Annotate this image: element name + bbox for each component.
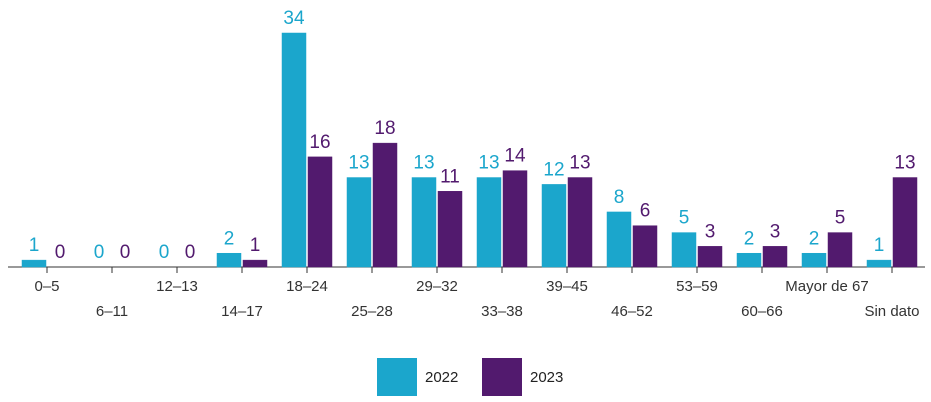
value-label: 0 bbox=[94, 242, 105, 263]
bar bbox=[632, 225, 658, 268]
bar bbox=[866, 259, 892, 268]
value-label: 13 bbox=[348, 153, 369, 174]
legend-swatch bbox=[482, 358, 522, 396]
bar bbox=[801, 252, 827, 268]
value-label: 0 bbox=[159, 242, 170, 263]
bar bbox=[242, 259, 268, 268]
bar bbox=[281, 32, 307, 268]
bar bbox=[307, 156, 333, 268]
x-tick-label: 60–66 bbox=[741, 303, 783, 320]
bar bbox=[216, 252, 242, 268]
legend-label: 2022 bbox=[425, 369, 458, 386]
value-label: 2 bbox=[744, 228, 755, 249]
value-label: 34 bbox=[283, 8, 305, 29]
value-label: 0 bbox=[185, 242, 196, 263]
x-tick-label: 14–17 bbox=[221, 303, 263, 320]
value-label: 13 bbox=[894, 153, 915, 174]
value-label: 6 bbox=[640, 201, 651, 222]
bar bbox=[411, 177, 437, 268]
bar bbox=[892, 177, 918, 268]
x-tick-label: 53–59 bbox=[676, 278, 718, 295]
x-tick-label: 46–52 bbox=[611, 303, 653, 320]
value-label: 14 bbox=[504, 146, 526, 167]
value-label: 16 bbox=[309, 132, 330, 153]
bar bbox=[541, 184, 567, 268]
value-label: 2 bbox=[809, 228, 820, 249]
bar bbox=[372, 142, 398, 268]
bar bbox=[827, 232, 853, 268]
value-label: 1 bbox=[874, 235, 885, 256]
value-label: 3 bbox=[705, 221, 716, 242]
value-label: 13 bbox=[413, 153, 434, 174]
value-label: 3 bbox=[770, 221, 781, 242]
bar bbox=[671, 232, 697, 268]
bar bbox=[736, 252, 762, 268]
value-label: 1 bbox=[29, 235, 40, 256]
value-label: 0 bbox=[55, 242, 66, 263]
x-tick-label: 39–45 bbox=[546, 278, 588, 295]
bar bbox=[346, 177, 372, 268]
bar bbox=[21, 259, 47, 268]
value-label: 0 bbox=[120, 242, 131, 263]
legend-swatch bbox=[377, 358, 417, 396]
value-label: 13 bbox=[569, 153, 590, 174]
x-tick-label: 29–32 bbox=[416, 278, 458, 295]
x-tick-label: 6–11 bbox=[96, 303, 128, 320]
value-label: 18 bbox=[374, 118, 395, 139]
bar bbox=[437, 191, 463, 268]
value-label: 8 bbox=[614, 187, 625, 208]
x-tick-label: Mayor de 67 bbox=[785, 278, 868, 295]
value-label: 5 bbox=[679, 208, 690, 229]
value-label: 13 bbox=[478, 153, 499, 174]
x-tick-label: 0–5 bbox=[34, 278, 59, 295]
bar bbox=[476, 177, 502, 268]
x-tick-label: 25–28 bbox=[351, 303, 393, 320]
bar bbox=[606, 211, 632, 268]
bar bbox=[502, 170, 528, 268]
x-tick-label: Sin dato bbox=[864, 303, 919, 320]
value-label: 5 bbox=[835, 208, 846, 229]
bar bbox=[567, 177, 593, 268]
legend-label: 2023 bbox=[530, 369, 563, 386]
bar bbox=[762, 246, 788, 268]
x-tick-label: 18–24 bbox=[286, 278, 328, 295]
value-label: 2 bbox=[224, 228, 235, 249]
x-tick-label: 12–13 bbox=[156, 278, 198, 295]
value-label: 12 bbox=[543, 159, 564, 180]
bar bbox=[697, 246, 723, 268]
value-label: 1 bbox=[250, 235, 261, 256]
x-tick-label: 33–38 bbox=[481, 303, 523, 320]
value-label: 11 bbox=[440, 166, 460, 187]
